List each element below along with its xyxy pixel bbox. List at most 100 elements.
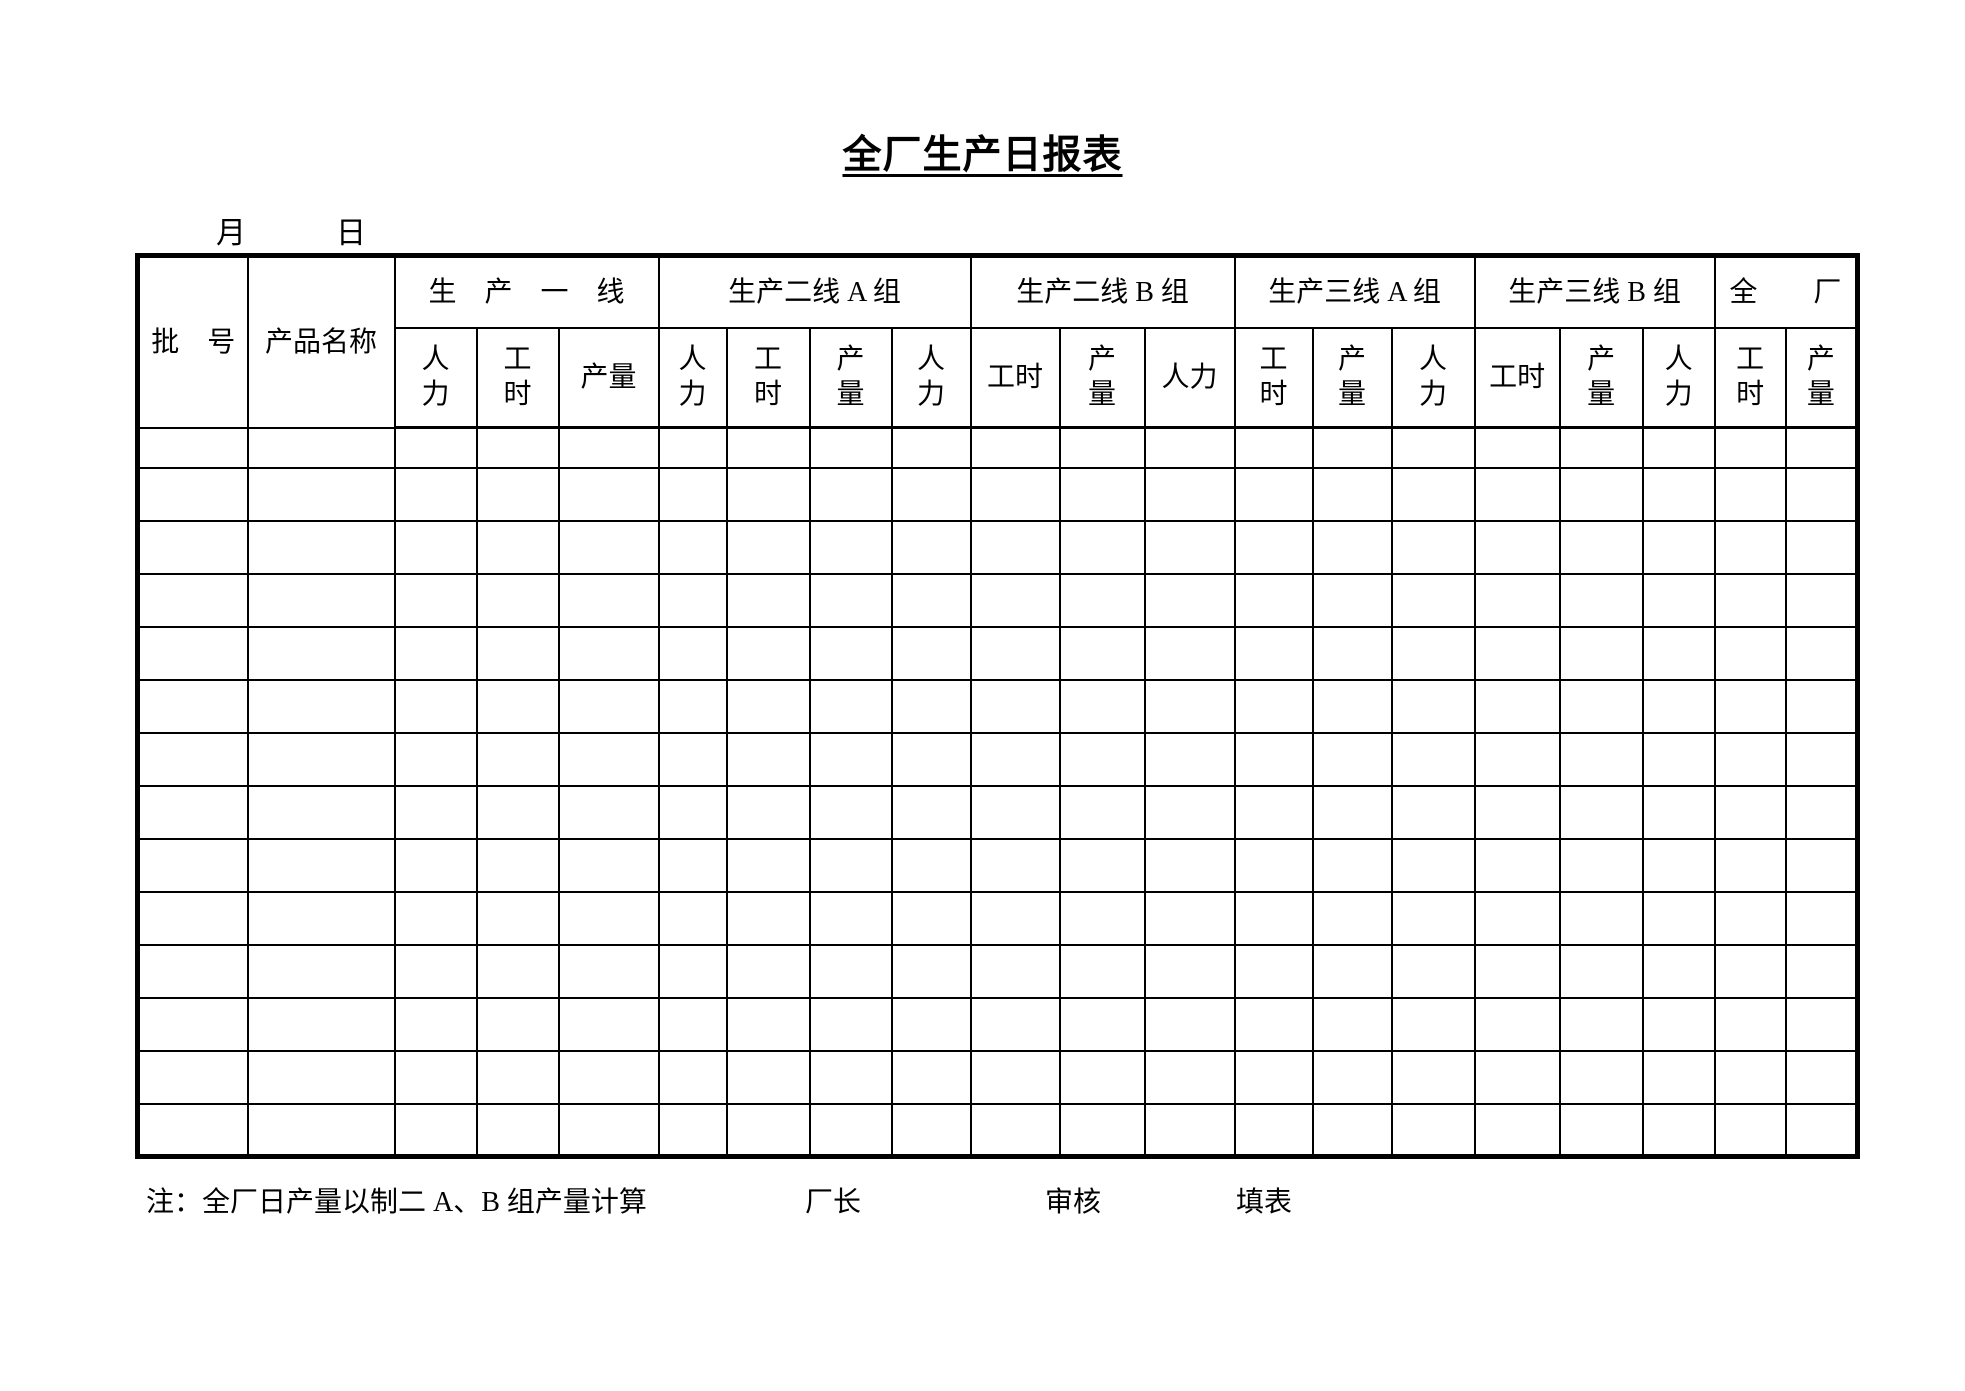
empty-cell [246,996,396,1052]
empty-cell [969,519,1061,575]
empty-cell [1473,426,1561,469]
empty-cell [1390,784,1476,840]
empty-cell [1390,890,1476,946]
header-sub-row: 人 力 工 时 产量 人 力 工 时 产 量 人 力 工时 产 量 人力 工 时… [138,326,1859,429]
empty-cell [246,466,396,522]
empty-cell [246,1102,396,1158]
empty-cell [1641,731,1716,787]
empty-cell [393,678,478,734]
empty-cell [246,519,396,575]
table-row [136,996,1859,1052]
empty-cell [246,943,396,999]
empty-cell [475,890,560,946]
empty-cell [1473,996,1561,1052]
empty-cell [1713,625,1787,681]
empty-cell [393,466,478,522]
empty-cell [1143,625,1236,681]
subheader-manpower: 人 力 [1641,326,1716,429]
header-batch-number: 批 号 [136,254,249,429]
empty-cell [475,731,560,787]
table-row [136,678,1859,734]
empty-cell [969,784,1061,840]
empty-cell [1058,731,1146,787]
empty-cell [1143,731,1236,787]
empty-cell [1558,943,1644,999]
empty-cell [1784,625,1859,681]
empty-cell [136,426,249,469]
empty-cell [1058,426,1146,469]
empty-cell [1390,426,1476,469]
table-row [136,426,1859,469]
empty-cell [246,837,396,893]
empty-cell [557,943,660,999]
empty-cell [1390,1049,1476,1105]
empty-cell [393,625,478,681]
empty-cell [1641,837,1716,893]
empty-cell [808,943,893,999]
empty-cell [1713,572,1787,628]
empty-cell [725,1102,811,1158]
empty-cell [475,943,560,999]
group-header-line3-group-a: 生产三线 A 组 [1233,254,1476,329]
empty-cell [1713,1102,1787,1158]
empty-cell [725,837,811,893]
empty-cell [136,625,249,681]
empty-cell [969,1102,1061,1158]
empty-cell [969,837,1061,893]
empty-cell [557,1102,660,1158]
empty-cell [246,625,396,681]
empty-cell [1390,466,1476,522]
empty-cell [725,996,811,1052]
empty-cell [657,837,728,893]
empty-cell [1713,784,1787,840]
empty-cell [808,466,893,522]
empty-cell [393,1102,478,1158]
subheader-output: 产 量 [808,326,893,429]
empty-cell [1784,678,1859,734]
empty-cell [475,519,560,575]
empty-cell [657,731,728,787]
empty-cell [808,731,893,787]
empty-cell [136,890,249,946]
empty-cell [1233,1102,1314,1158]
empty-cell [1713,943,1787,999]
empty-cell [1390,837,1476,893]
empty-cell [557,784,660,840]
group-header-whole-factory: 全 厂 [1713,254,1859,329]
table-row [136,943,1859,999]
empty-cell [890,625,972,681]
empty-cell [1641,519,1716,575]
table-row [136,572,1859,628]
signature-reviewer-label: 审核 [1045,1187,1102,1218]
empty-cell [393,996,478,1052]
empty-cell [969,466,1061,522]
empty-cell [1058,572,1146,628]
empty-cell [1390,519,1476,575]
subheader-manpower: 人 力 [657,326,728,429]
empty-cell [725,1049,811,1105]
empty-cell [1143,837,1236,893]
empty-cell [1713,731,1787,787]
empty-cell [1311,678,1393,734]
page-title-text: 全厂生产日报表 [842,134,1123,177]
empty-cell [1058,519,1146,575]
empty-cell [1143,426,1236,469]
empty-cell [890,943,972,999]
empty-cell [557,731,660,787]
empty-cell [969,1049,1061,1105]
empty-cell [890,519,972,575]
empty-cell [136,784,249,840]
empty-cell [1713,426,1787,469]
empty-cell [1558,996,1644,1052]
empty-cell [1233,890,1314,946]
signature-filler-label: 填表 [1236,1187,1293,1218]
day-label: 日 [336,217,366,250]
empty-cell [890,996,972,1052]
empty-cell [1641,1049,1716,1105]
empty-cell [475,466,560,522]
empty-cell [1473,890,1561,946]
subheader-manpower: 人 力 [890,326,972,429]
empty-cell [557,625,660,681]
empty-cell [657,625,728,681]
